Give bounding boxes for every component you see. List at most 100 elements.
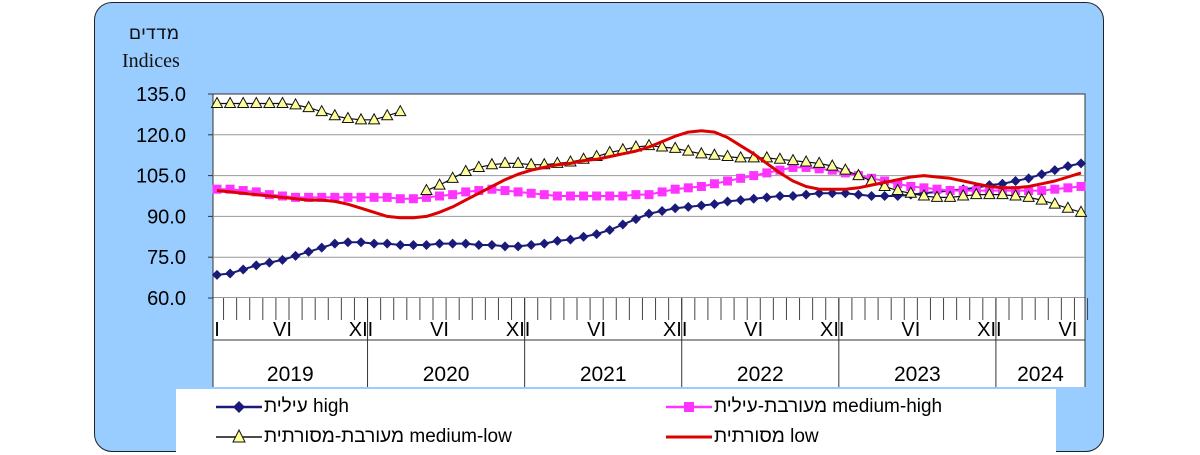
- legend-label-low: מסורתית low: [714, 426, 819, 447]
- point-high: [748, 193, 759, 204]
- y-axis-label-hebrew: מדדים: [128, 22, 180, 44]
- point-high: [225, 268, 236, 279]
- month-label: XII: [506, 319, 530, 341]
- point-high: [696, 200, 707, 211]
- point-medium-high: [932, 184, 942, 194]
- point-high: [460, 238, 471, 249]
- legend-label-medium-high: מעורבת-עילית medium-high: [714, 396, 943, 417]
- point-medium-high: [592, 191, 602, 201]
- point-medium-low: [681, 144, 695, 156]
- point-medium-high: [513, 187, 523, 197]
- point-high: [382, 238, 393, 249]
- y-tick-label: 90.0: [147, 206, 186, 228]
- point-high: [879, 191, 890, 201]
- point-medium-high: [238, 186, 248, 196]
- point-medium-low: [328, 108, 342, 121]
- point-medium-low: [812, 156, 826, 168]
- point-medium-low: [210, 96, 224, 109]
- y-tick-label: 105.0: [136, 166, 186, 188]
- point-high: [814, 188, 825, 199]
- legend-item-low: מסורתית low: [664, 425, 819, 449]
- point-medium-high: [356, 192, 366, 202]
- point-medium-low: [695, 146, 708, 159]
- point-high: [329, 238, 340, 249]
- point-high: [1076, 158, 1086, 169]
- month-label: VI: [430, 319, 449, 341]
- point-medium-low: [263, 96, 276, 109]
- month-label: XII: [349, 319, 373, 341]
- point-medium-low: [891, 183, 905, 196]
- point-high: [356, 237, 366, 248]
- point-high: [277, 254, 288, 265]
- month-label: I: [214, 319, 220, 341]
- legend-label-medium-low: מעורבת-מסורתית medium-low: [264, 426, 512, 447]
- legend-marker-medium-low: [216, 428, 262, 443]
- point-high: [408, 239, 419, 250]
- point-high: [526, 239, 537, 250]
- x-axis-band: [213, 298, 1085, 387]
- point-medium-high: [448, 190, 458, 200]
- point-medium-high: [421, 192, 431, 202]
- point-medium-low: [773, 152, 787, 164]
- point-high: [801, 189, 812, 200]
- point-high: [1049, 165, 1060, 176]
- legend-label-high: עילית high: [264, 396, 349, 417]
- point-medium-high: [225, 184, 235, 194]
- point-medium-low: [302, 100, 315, 113]
- point-high: [539, 238, 550, 249]
- y-tick-label: 135.0: [136, 84, 186, 106]
- legend-marker-medium-high: [666, 402, 712, 412]
- point-high: [709, 199, 720, 210]
- point-medium-high: [343, 192, 353, 202]
- month-label: VI: [273, 319, 292, 341]
- point-medium-high: [736, 173, 746, 183]
- point-medium-high: [435, 191, 445, 201]
- point-medium-high: [212, 184, 222, 194]
- year-label: 2021: [580, 363, 627, 386]
- point-medium-high: [814, 164, 824, 174]
- point-medium-low: [1009, 188, 1022, 201]
- point-medium-low: [1048, 197, 1062, 209]
- point-medium-high: [552, 191, 562, 201]
- point-medium-high: [408, 194, 418, 204]
- point-medium-low: [852, 168, 865, 181]
- legend-marker-high: [216, 401, 262, 413]
- point-high: [552, 235, 563, 246]
- point-high: [473, 239, 484, 250]
- point-medium-high: [382, 192, 392, 202]
- point-medium-low: [721, 149, 734, 162]
- point-medium-low: [341, 111, 355, 123]
- point-medium-high: [487, 184, 497, 194]
- point-medium-low: [433, 178, 446, 190]
- point-medium-high: [605, 191, 615, 201]
- point-high: [1023, 173, 1034, 184]
- point-high: [1010, 176, 1021, 187]
- point-medium-low: [1061, 201, 1075, 213]
- point-medium-low: [786, 153, 800, 166]
- month-label: VI: [587, 319, 606, 341]
- point-high: [513, 241, 524, 252]
- point-high: [238, 264, 249, 275]
- point-medium-high: [919, 183, 929, 193]
- point-medium-low: [917, 188, 931, 201]
- point-medium-high: [369, 192, 379, 202]
- point-medium-high: [631, 190, 641, 200]
- point-high: [644, 208, 654, 219]
- point-medium-low: [996, 187, 1009, 200]
- point-medium-high: [461, 187, 471, 197]
- month-label: XII: [663, 319, 687, 341]
- point-medium-low: [249, 96, 263, 109]
- point-medium-low: [380, 108, 394, 121]
- point-medium-high: [1050, 184, 1060, 194]
- point-high: [866, 191, 877, 201]
- point-medium-low: [708, 148, 721, 160]
- point-medium-low: [223, 96, 237, 109]
- point-medium-low: [878, 179, 891, 191]
- point-medium-low: [734, 150, 747, 163]
- point-medium-high: [500, 186, 510, 196]
- point-medium-high: [565, 191, 575, 201]
- point-high: [774, 191, 785, 201]
- year-label: 2024: [1017, 363, 1064, 386]
- point-high: [251, 260, 262, 271]
- point-medium-low: [289, 97, 302, 110]
